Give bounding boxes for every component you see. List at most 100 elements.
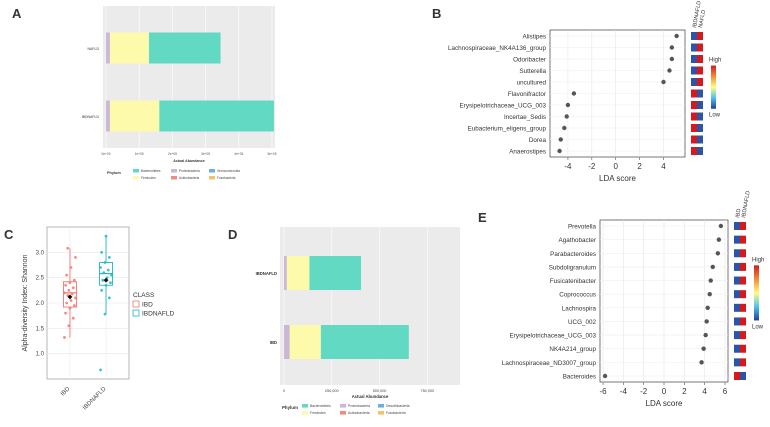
x-tick-label: -4 (564, 162, 572, 171)
lda-point (710, 264, 715, 270)
x-axis-title: Actual Abundance (352, 394, 389, 399)
legend-label: Actinobacteria (179, 176, 199, 180)
lda-point (716, 237, 722, 242)
data-point (99, 368, 102, 372)
heatmap-cell (697, 78, 703, 86)
lda-point (718, 223, 724, 229)
x-tick-label: 4 (702, 387, 707, 396)
heatmap-cell (697, 135, 703, 144)
bar-segment-bacteroidetes (309, 256, 362, 290)
heatmap-cell (691, 112, 697, 121)
lda-score-chart-e: -6 -4 -2 0 2 4 6 Prevotella Agathobacter Parabact… (502, 190, 765, 408)
heatmap-cell (691, 43, 697, 52)
lda-point (674, 33, 679, 39)
data-point (100, 250, 104, 254)
heatmap-cell (734, 317, 740, 326)
bar-segment-proteobacteria (106, 32, 110, 64)
lda-point (715, 251, 721, 256)
panel-c: C 1.0 1.5 2.0 2.5 3.0 IBD IBDNAFLD Alpha-divers… (0, 215, 200, 427)
panel-b: B -4 -2 0 2 4 Alistipes Lachnospiraceae_NK4A13… (420, 0, 770, 215)
bar-segment-firmicutes (109, 100, 160, 132)
legend-label: Bacteroidetes (310, 404, 331, 408)
heatmap-cell (740, 249, 746, 258)
heatmap-cell (691, 89, 697, 98)
heatmap-cell (740, 262, 746, 271)
y-category-label: Sutterella (519, 68, 546, 75)
panel-label-b: B (432, 6, 442, 21)
heatmap-cell (740, 372, 746, 380)
abundance-bar-chart-a: 0e+00 1e+05 2e+05 3e+05 4e+05 5e+05 NAFLD IBDNA… (82, 6, 277, 180)
bar-segment-bacteroidetes (320, 325, 409, 359)
x-axis-title: LDA score (646, 399, 683, 408)
x-tick-label: 4e+05 (234, 152, 243, 156)
y-category-label: Anaerostipes (509, 149, 546, 156)
heatmap-cell (691, 135, 697, 144)
legend-label: Proteobacteria (348, 404, 370, 408)
x-tick-label: 4 (661, 162, 666, 171)
legend-swatch (378, 411, 384, 415)
y-category-label: Flavonifractor (508, 91, 546, 98)
x-axis-title: LDA score (599, 174, 636, 183)
heatmap-column-label: IBDNAFLD (692, 0, 703, 28)
lda-point (557, 148, 562, 154)
data-point (66, 246, 70, 250)
heatmap-cell (697, 43, 703, 52)
heatmap-column-label: NAFLD (698, 10, 707, 29)
y-category-label: Parabacteroides (550, 251, 596, 258)
panel-label-e: E (478, 210, 487, 225)
data-point (107, 296, 111, 300)
x-tick-label: 2 (682, 387, 687, 396)
x-axis-title: Actual Abundance (173, 159, 204, 163)
data-point (67, 324, 71, 328)
data-point (109, 281, 112, 285)
heatmap-cell (734, 331, 740, 340)
y-category-label: Dorea (529, 137, 547, 144)
lda-point (558, 137, 563, 142)
data-point (72, 278, 76, 282)
heatmap-cell (740, 222, 746, 230)
heatmap-cell (691, 55, 697, 63)
y-category-label: Lachnospiraceae_ND3007_group (502, 360, 597, 367)
y-category-label: uncultured (517, 80, 547, 87)
data-point (65, 301, 69, 305)
y-category-label: Erysipelotrichaceae_UCG_003 (460, 103, 547, 110)
data-point (99, 266, 102, 269)
data-point (63, 291, 66, 295)
x-tick-label: -2 (588, 162, 596, 171)
bar-segment-bacteroidetes (148, 32, 221, 64)
heatmap-cell (740, 235, 746, 244)
legend-swatch (378, 404, 384, 408)
x-tick-label: 2 (637, 162, 642, 171)
data-point (64, 311, 67, 315)
y-tick-label: 1.0 (36, 352, 45, 358)
y-category-label: IBD (270, 340, 277, 345)
data-point (67, 288, 71, 292)
plot-background (280, 227, 460, 385)
heatmap-column-label: IBD (735, 208, 743, 218)
colorbar-low-label: Low (752, 324, 764, 330)
heatmap-cell (740, 331, 746, 340)
legend-swatch (132, 300, 140, 308)
y-category-label: Odoribacter (513, 57, 546, 64)
heatmap-cell (697, 147, 703, 155)
lda-point (669, 56, 675, 62)
x-tick-label: -4 (620, 387, 628, 396)
x-tick-label: 250,000 (325, 389, 339, 393)
colorbar-low-label: Low (709, 113, 721, 119)
data-point (100, 288, 104, 292)
y-category-label: IBDNAFLD (256, 271, 277, 276)
heatmap-cell (734, 358, 740, 367)
x-tick-label: 0e+00 (102, 152, 111, 156)
lda-point (571, 91, 577, 96)
lda-point (703, 332, 708, 338)
bar-segment-proteobacteria (106, 100, 110, 132)
heatmap-cell (697, 66, 703, 75)
lda-score-chart-b: -4 -2 0 2 4 Alistipes Lachnospiraceae_NK4A136_… (448, 0, 721, 183)
y-category-label: Subdoligranulum (549, 264, 596, 271)
x-tick-label: 1e+05 (135, 152, 144, 156)
data-point (63, 336, 66, 339)
legend-swatch (171, 176, 177, 180)
lda-point (667, 68, 672, 73)
legend-swatch (340, 411, 346, 415)
heatmap-cell (697, 89, 703, 98)
